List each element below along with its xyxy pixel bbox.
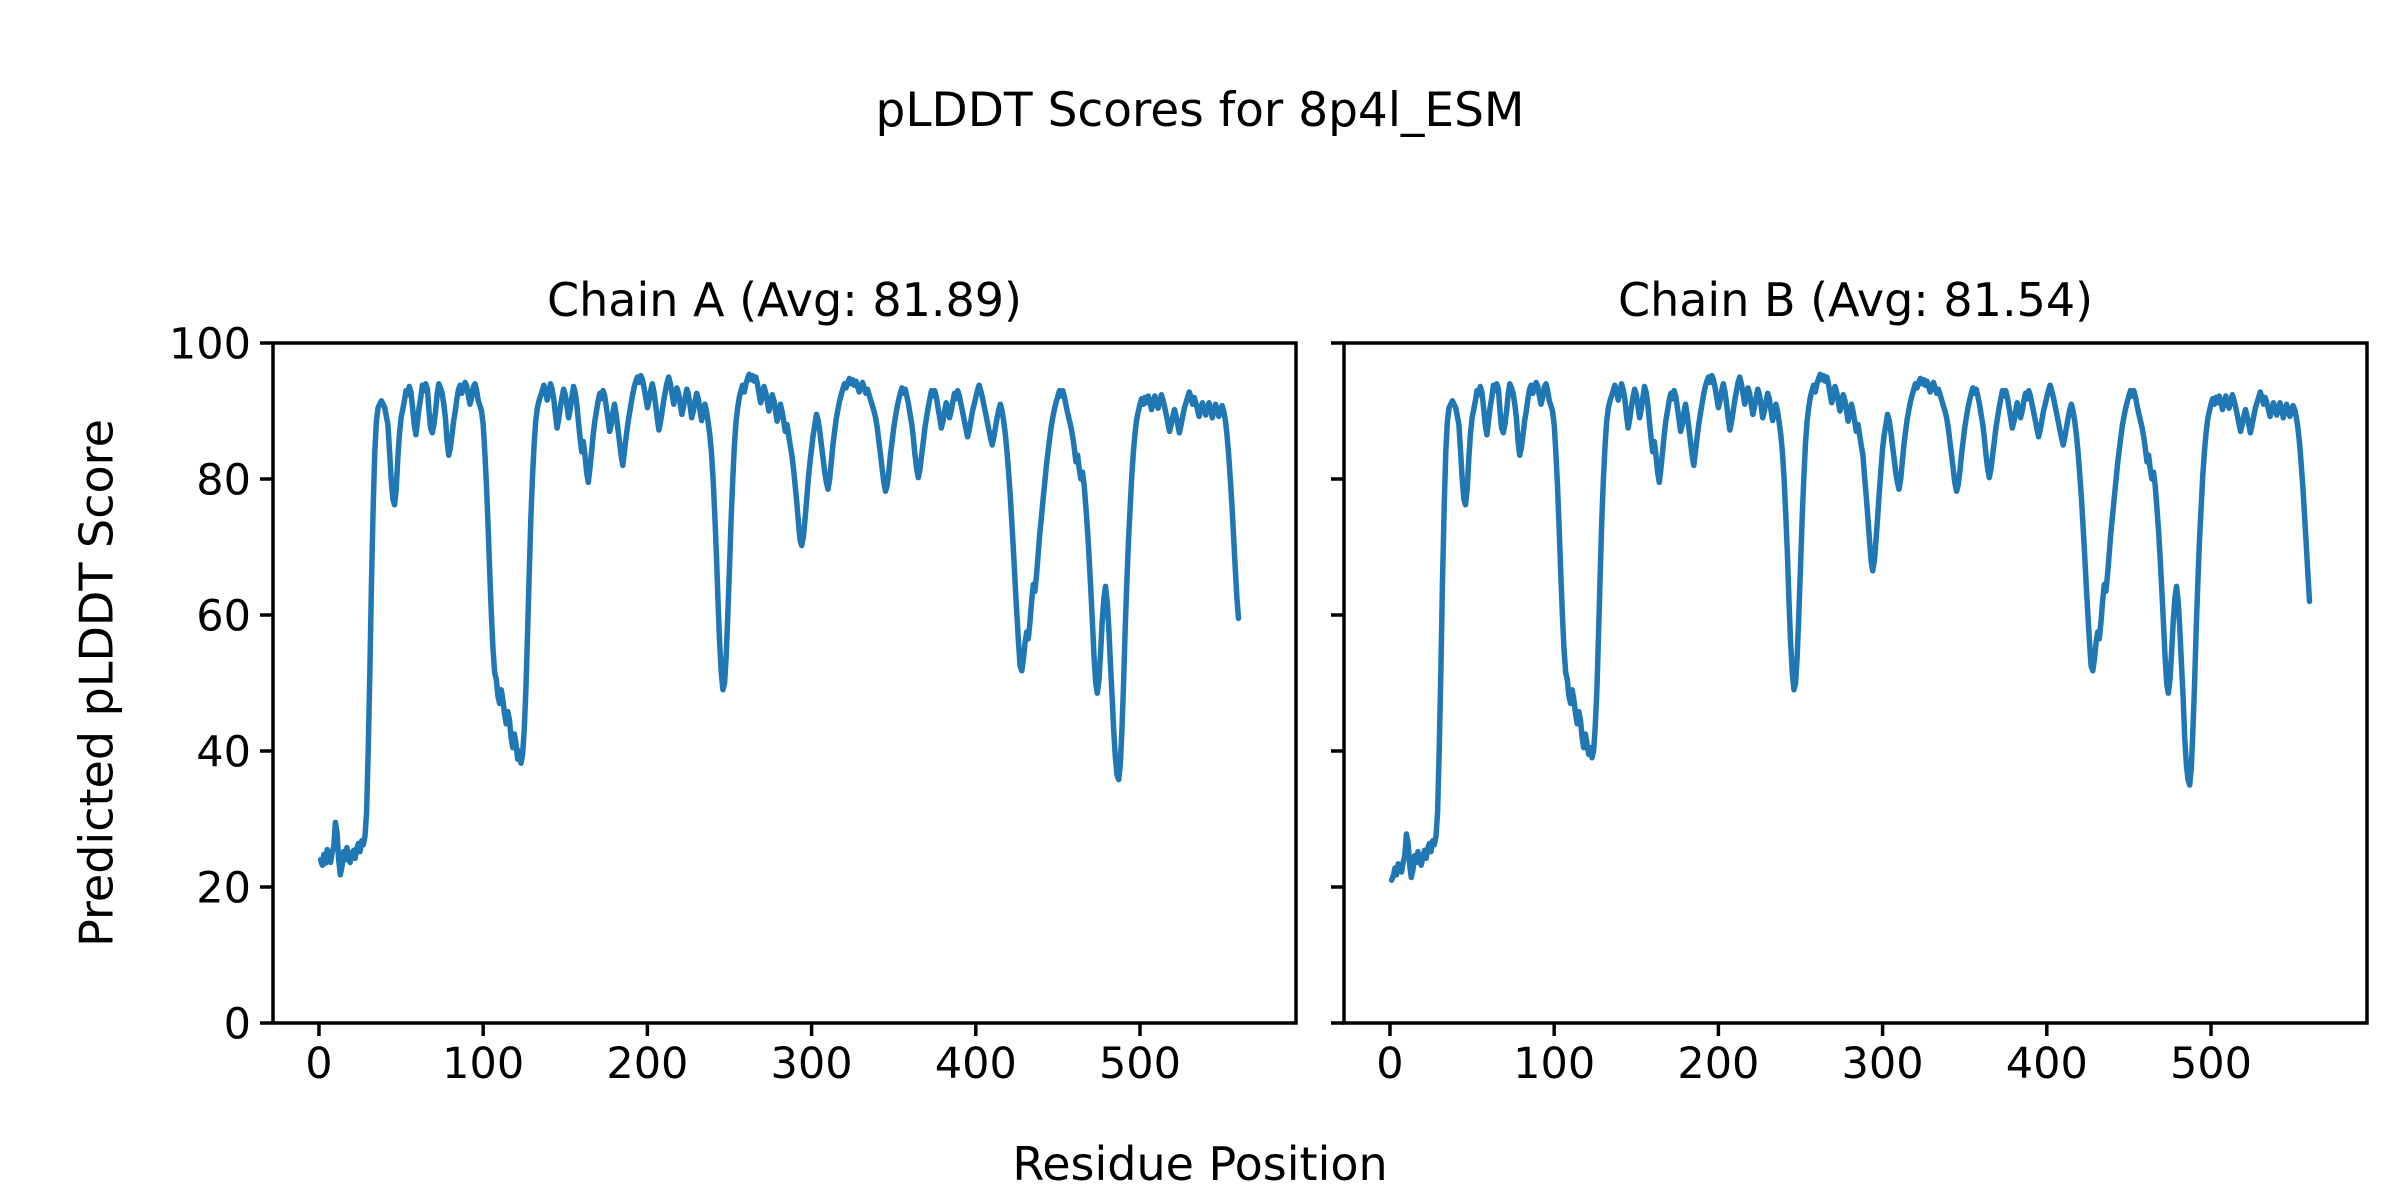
plddt-line xyxy=(317,371,1242,878)
x-tick-label: 0 xyxy=(305,1039,332,1089)
y-tick-label: 40 xyxy=(196,727,251,777)
x-tick-label: 300 xyxy=(771,1039,853,1089)
subplot-chain-a: 0 100 200 300 400 500 0 20 40 60 80 100 xyxy=(169,319,1298,1089)
axes-frame xyxy=(1342,341,2369,1025)
x-axis-label: Residue Position xyxy=(1012,1137,1388,1191)
x-tick-label: 400 xyxy=(935,1039,1017,1089)
axes-frame xyxy=(271,341,1298,1025)
y-tick-label: 100 xyxy=(169,319,251,369)
subplot-b-title: Chain B (Avg: 81.54) xyxy=(1617,273,2094,327)
plddt-line xyxy=(1388,371,2313,883)
x-tick-label: 200 xyxy=(606,1039,688,1089)
figure-title: pLDDT Scores for 8p4l_ESM xyxy=(875,83,1525,138)
subplot-a-title: Chain A (Avg: 81.89) xyxy=(546,273,1022,327)
y-tick-label: 0 xyxy=(224,999,251,1049)
x-tick-label: 200 xyxy=(1677,1039,1759,1089)
x-tick-label: 100 xyxy=(442,1039,524,1089)
subplot-chain-b: 0 100 200 300 400 500 xyxy=(1331,341,2369,1089)
y-axis-label: Predicted pLDDT Score xyxy=(69,419,124,947)
y-tick-label: 80 xyxy=(196,455,251,505)
x-tick-label: 0 xyxy=(1376,1039,1403,1089)
x-tick-label: 500 xyxy=(1099,1039,1181,1089)
y-tick-label: 20 xyxy=(196,863,251,913)
x-tick-label: 100 xyxy=(1513,1039,1595,1089)
x-tick-label: 500 xyxy=(2170,1039,2252,1089)
x-tick-label: 300 xyxy=(1842,1039,1924,1089)
y-tick-label: 60 xyxy=(196,591,251,641)
x-tick-label: 400 xyxy=(2006,1039,2088,1089)
